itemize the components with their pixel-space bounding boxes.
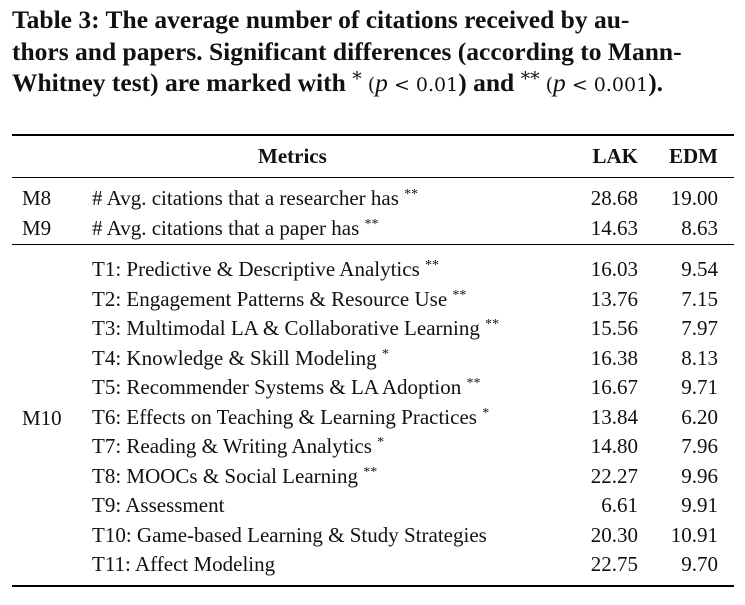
table-row: T1: Predictive & Descriptive Analytics *…: [12, 255, 734, 284]
table-row: T4: Knowledge & Skill Modeling * 16.38 8.1…: [12, 344, 734, 373]
row-metric: T4: Knowledge & Skill Modeling *: [92, 345, 389, 370]
group-label-m10: M10: [22, 406, 62, 430]
row-edm-value: 9.91: [681, 493, 718, 517]
bottom-rule: [12, 585, 734, 587]
row-edm-value: 9.71: [681, 375, 718, 399]
row-metric: T5: Recommender Systems & LA Adoption **: [92, 375, 481, 399]
row-edm-value: 9.54: [681, 257, 718, 281]
row-lak-value: 28.68: [590, 186, 638, 210]
row-lak-value: 14.63: [590, 215, 638, 240]
table-caption: Table 3: The average number of citations…: [12, 4, 734, 102]
row-id: M9: [22, 215, 52, 240]
header-metrics: Metrics: [258, 144, 327, 168]
table-row: T8: MOOCs & Social Learning ** 22.27 9.96: [12, 462, 734, 491]
table-row: T9: Assessment 6.61 9.91: [12, 491, 734, 520]
table-row: T3: Multimodal LA & Collaborative Learni…: [12, 314, 734, 343]
table-row: T7: Reading & Writing Analytics * 14.80 7.…: [12, 432, 734, 461]
row-lak-value: 22.27: [590, 463, 638, 488]
table-row: T11: Affect Modeling 22.75 9.70: [12, 550, 734, 579]
row-id: M8: [22, 186, 52, 210]
significance-marker: **: [452, 287, 467, 303]
table-row: T2: Engagement Patterns & Resource Use *…: [12, 285, 734, 314]
row-edm-value: 7.97: [681, 316, 718, 340]
row-lak-value: 14.80: [590, 434, 638, 458]
row-metric: T10: Game-based Learning & Study Strateg…: [92, 522, 487, 547]
row-metric: T11: Affect Modeling: [92, 552, 276, 576]
significance-marker: **: [485, 317, 500, 332]
row-lak-value: 13.84: [590, 404, 638, 429]
top-rule: [12, 134, 734, 136]
significance-marker: **: [425, 258, 440, 273]
row-lak-value: 6.61: [601, 493, 638, 517]
table-row: T10: Game-based Learning & Study Strateg…: [12, 521, 734, 550]
row-lak-value: 16.67: [590, 375, 638, 399]
row-metric: # Avg. citations that a researcher has *…: [92, 186, 419, 210]
row-metric: T9: Assessment: [92, 493, 225, 517]
row-edm-value: 8.13: [681, 345, 718, 370]
row-edm-value: 10.91: [670, 522, 718, 547]
significance-marker: **: [466, 376, 481, 391]
row-metric: T7: Reading & Writing Analytics *: [92, 434, 385, 458]
table-row: T6: Effects on Teaching & Learning Pract…: [12, 403, 734, 432]
row-edm-value: 6.20: [681, 404, 718, 429]
header-lak: LAK: [592, 144, 638, 168]
row-metric: T1: Predictive & Descriptive Analytics *…: [92, 257, 440, 281]
row-edm-value: 19.00: [670, 186, 718, 210]
significance-marker: **: [363, 464, 378, 480]
table-row: T5: Recommender Systems & LA Adoption **…: [12, 373, 734, 402]
caption-line-2: thors and papers. Significant difference…: [12, 36, 682, 66]
row-metric: # Avg. citations that a paper has **: [92, 215, 379, 240]
significance-marker: **: [404, 187, 419, 202]
row-lak-value: 16.38: [590, 345, 638, 370]
group-rule: [12, 244, 734, 245]
row-edm-value: 7.15: [681, 286, 718, 311]
caption-line-1: Table 3: The average number of citations…: [12, 5, 630, 34]
row-lak-value: 20.30: [590, 522, 638, 547]
header-edm: EDM: [669, 144, 718, 168]
row-metric: T3: Multimodal LA & Collaborative Learni…: [92, 316, 500, 340]
table-row: M9 # Avg. citations that a paper has ** 14…: [12, 214, 734, 243]
row-edm-value: 7.96: [681, 434, 718, 458]
row-lak-value: 22.75: [590, 552, 638, 576]
table-row: M8 # Avg. citations that a researcher has…: [12, 184, 734, 213]
significance-marker: *: [381, 346, 389, 362]
row-metric: T8: MOOCs & Social Learning **: [92, 463, 378, 488]
significance-marker: *: [377, 435, 385, 450]
row-edm-value: 9.96: [681, 463, 718, 488]
header-rule: [12, 177, 734, 178]
table-header: Metrics LAK EDM: [12, 144, 734, 174]
row-metric: T2: Engagement Patterns & Resource Use *…: [92, 286, 467, 311]
row-lak-value: 16.03: [590, 257, 638, 281]
row-lak-value: 15.56: [590, 316, 638, 340]
caption-line-3: Whitney test) are marked with * (p < 0.0…: [12, 68, 664, 97]
row-edm-value: 9.70: [681, 552, 718, 576]
significance-marker: *: [482, 405, 490, 421]
row-metric: T6: Effects on Teaching & Learning Pract…: [92, 404, 490, 429]
row-lak-value: 13.76: [590, 286, 638, 311]
significance-marker: **: [364, 216, 379, 232]
row-edm-value: 8.63: [681, 215, 718, 240]
